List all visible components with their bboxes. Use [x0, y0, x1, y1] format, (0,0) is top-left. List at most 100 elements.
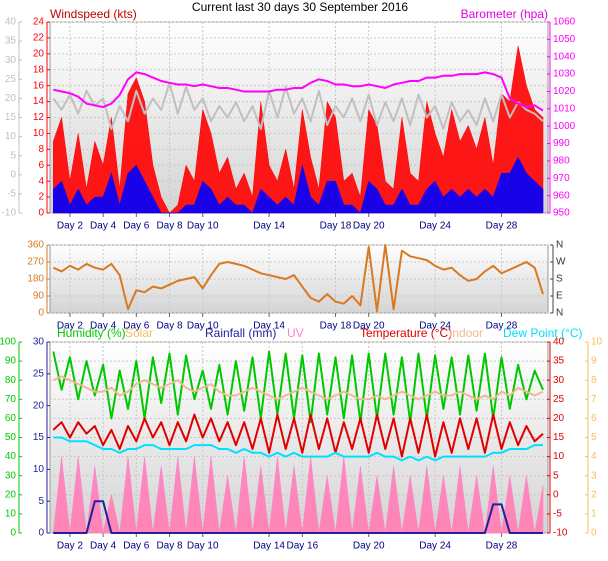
- chart-title: Current last 30 days 30 September 2016: [192, 0, 408, 14]
- y-tick-label: 35: [5, 36, 17, 47]
- y-tick-label: 1000: [553, 121, 576, 132]
- y-tick-label: -5: [7, 189, 16, 200]
- y-tick-label: 180: [27, 274, 44, 285]
- y-tick-label: 4: [38, 176, 44, 187]
- y-tick-label: 10: [553, 451, 565, 462]
- y-tick-label: 12: [33, 112, 45, 123]
- y-tick-label: 50: [5, 432, 17, 443]
- x-tick-label: Day 4: [90, 321, 117, 332]
- y-tick-label: 0: [38, 308, 44, 319]
- x-tick-label: Day 6: [123, 541, 150, 552]
- y-tick-label: 22: [33, 33, 45, 44]
- y-tick-label: 20: [553, 413, 565, 424]
- y-tick-label: 15: [5, 112, 17, 123]
- x-tick-label: Day 8: [156, 321, 183, 332]
- y-tick-label: 1010: [553, 103, 576, 114]
- x-tick-label: Day 14: [253, 221, 285, 232]
- series-line: [52, 350, 544, 424]
- x-tick-label: Day 24: [419, 321, 451, 332]
- x-tick-label: Day 10: [187, 541, 219, 552]
- y-tick-label: 60: [5, 413, 17, 424]
- y-tick-label: -10: [553, 528, 568, 539]
- x-tick-label: Day 20: [353, 221, 385, 232]
- x-tick-label: Day 10: [187, 321, 219, 332]
- y-tick-label: 24: [33, 17, 45, 28]
- x-tick-label: Day 2: [57, 541, 84, 552]
- x-tick-label: Day 18: [320, 321, 352, 332]
- y-tick-label: 18: [33, 64, 45, 75]
- y-tick-label: 360: [27, 240, 44, 251]
- y-tick-label: 7: [591, 394, 597, 405]
- y-tick-label: 20: [33, 400, 45, 411]
- y-tick-label: E: [556, 291, 563, 302]
- y2-axis-label: Barometer (hpa): [461, 7, 548, 21]
- x-tick-label: Day 28: [486, 221, 518, 232]
- x-tick-label: Day 24: [419, 541, 451, 552]
- y-tick-label: 30: [33, 337, 45, 348]
- y-tick-label: 0: [38, 208, 44, 219]
- x-tick-label: Day 2: [57, 221, 84, 232]
- x-tick-label: Day 6: [123, 221, 150, 232]
- y-tick-label: 40: [5, 17, 17, 28]
- y-tick-label: 70: [5, 394, 17, 405]
- y-tick-label: 40: [553, 337, 565, 348]
- x-tick-label: Day 4: [90, 221, 117, 232]
- y-tick-label: 35: [553, 356, 565, 367]
- y-tick-label: 0: [591, 528, 597, 539]
- x-tick-label: Day 8: [156, 541, 183, 552]
- y-tick-label: 25: [5, 74, 17, 85]
- y-tick-label: 20: [5, 489, 17, 500]
- y-tick-label: 25: [33, 368, 45, 379]
- legend-label: Indoor: [449, 326, 483, 340]
- x-tick-label: Day 20: [353, 541, 385, 552]
- y-tick-label: 5: [553, 470, 559, 481]
- y-tick-label: 10: [33, 464, 45, 475]
- y-tick-label: 5: [38, 496, 44, 507]
- y-tick-label: 270: [27, 257, 44, 268]
- y-tick-label: 1030: [553, 69, 576, 80]
- y-tick-label: 4: [591, 451, 597, 462]
- y-tick-label: 8: [38, 144, 44, 155]
- y-tick-label: 14: [33, 96, 45, 107]
- y-tick-label: 30: [553, 375, 565, 386]
- y-tick-label: 1050: [553, 34, 576, 45]
- legend-label: Dew Point (°C): [503, 326, 582, 340]
- y-tick-label: 8: [591, 375, 597, 386]
- series-line: [52, 413, 544, 458]
- y-tick-label: 80: [5, 375, 17, 386]
- series-line: [53, 436, 543, 462]
- y-tick-label: 970: [553, 173, 570, 184]
- y-tick-label: 2: [591, 489, 597, 500]
- y-tick-label: 100: [0, 337, 16, 348]
- x-tick-label: Day 28: [486, 321, 518, 332]
- y-tick-label: 6: [591, 413, 597, 424]
- series-area: [53, 456, 544, 534]
- series-line: [53, 500, 543, 534]
- y-tick-label: W: [556, 257, 566, 268]
- series-line: [52, 82, 544, 130]
- y-tick-label: 3: [591, 470, 597, 481]
- y-tick-label: 0: [10, 169, 16, 180]
- series-area: [53, 156, 544, 214]
- x-tick-label: Day 6: [123, 321, 150, 332]
- y-tick-label: -5: [553, 509, 562, 520]
- series-line: [52, 244, 544, 313]
- y-tick-label: 980: [553, 156, 570, 167]
- y-tick-label: 990: [553, 138, 570, 149]
- y-tick-label: 6: [38, 160, 44, 171]
- legend-label: Temperature (°C): [360, 326, 452, 340]
- y-tick-label: 40: [5, 451, 17, 462]
- y-tick-label: 15: [33, 432, 45, 443]
- y-tick-label: 5: [10, 150, 16, 161]
- series-line: [53, 71, 544, 112]
- x-tick-label: Day 24: [419, 221, 451, 232]
- y-tick-label: 9: [591, 356, 597, 367]
- y-tick-label: N: [556, 308, 563, 319]
- y-tick-label: 5: [591, 432, 597, 443]
- y-tick-label: 960: [553, 190, 570, 201]
- y-tick-label: -10: [2, 208, 17, 219]
- x-tick-label: Day 16: [286, 541, 318, 552]
- y-axis-label: Windspeed (kts): [50, 7, 137, 21]
- y-tick-label: 25: [553, 394, 565, 405]
- y-tick-label: 20: [5, 93, 17, 104]
